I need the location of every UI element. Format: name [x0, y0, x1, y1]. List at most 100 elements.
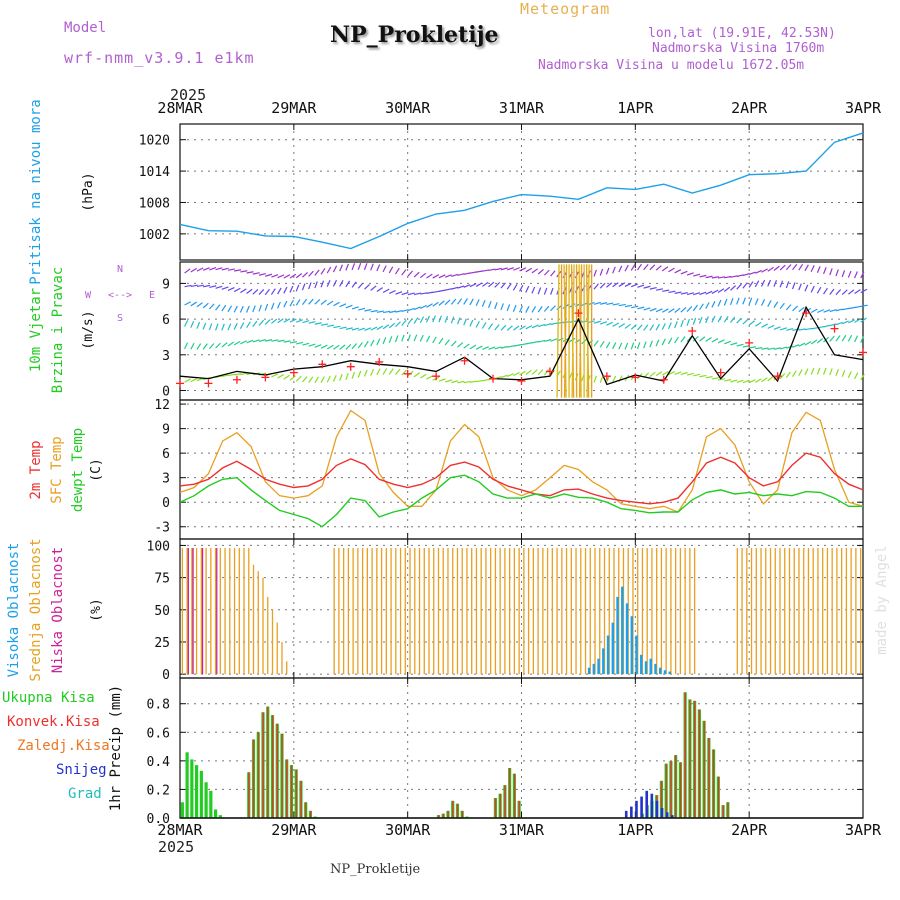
wind-arrow	[277, 374, 284, 379]
wind-arrow	[550, 287, 554, 295]
wind-arrow	[823, 309, 831, 313]
wind-arrow	[494, 324, 500, 331]
wind-arrow	[376, 325, 384, 331]
precip-conv-bar	[447, 810, 449, 818]
wind-arrow	[798, 283, 802, 291]
wind-arrow	[612, 322, 620, 327]
wind-arrow	[618, 323, 626, 328]
wind-arrow	[593, 375, 597, 383]
wind-arrow	[785, 371, 791, 379]
wind-arrow	[816, 286, 822, 294]
wind-arrow	[239, 322, 245, 329]
precip-snow-bar	[624, 810, 628, 818]
wind-arrow	[829, 268, 833, 276]
wind-arrow	[804, 264, 809, 272]
wind-arrow	[407, 270, 414, 277]
wind-arrow	[699, 374, 707, 378]
wind-arrow	[401, 269, 407, 276]
wind-arrow	[643, 285, 651, 289]
wind-arrow	[705, 337, 712, 342]
wind-arrow	[339, 326, 347, 330]
wind-arrow	[686, 272, 694, 276]
wind-arrow	[444, 379, 453, 383]
precip-conv-bar	[452, 800, 454, 818]
y-tick-label: 3	[162, 472, 170, 487]
gust-marker	[716, 368, 725, 377]
wind-arrow	[252, 339, 260, 343]
dewpt-line	[179, 474, 863, 528]
t2m-line	[179, 452, 864, 505]
credit-label: made by Angel	[874, 545, 890, 655]
gust-marker	[802, 309, 811, 318]
wind-arrow	[630, 342, 635, 350]
wind-arrow	[543, 305, 550, 312]
precip-conv-bar	[286, 759, 288, 818]
wind-arrow	[500, 267, 508, 271]
wind-arrow	[636, 324, 643, 331]
wind-arrow	[457, 380, 465, 384]
precip-conv-bar	[281, 733, 283, 818]
wind-arrow	[531, 340, 539, 344]
wind-arrow	[674, 371, 682, 375]
wind-arrow	[215, 267, 223, 271]
wind-arrow	[482, 378, 490, 382]
wind-arrow	[767, 375, 774, 382]
precip-conv-bar	[290, 765, 293, 818]
wind-arrow	[742, 318, 749, 325]
wind-arrow	[513, 344, 521, 347]
wind-arrow	[227, 373, 235, 377]
wind-arrow	[792, 370, 797, 377]
precip-legend-0: Ukupna Kisa	[2, 690, 95, 706]
wind-arrow	[767, 266, 774, 272]
wind-arrow	[469, 344, 477, 350]
wind-arrow	[438, 274, 446, 279]
wind-arrow	[779, 302, 785, 310]
gust-marker	[659, 375, 668, 384]
wind-arrow	[370, 339, 375, 347]
wind-arrow	[184, 319, 189, 327]
precip-conv-bar	[276, 723, 279, 818]
wind-arrow	[593, 301, 601, 305]
wind-arrow	[283, 300, 288, 308]
y-tick-label: 100	[147, 539, 170, 554]
wind-arrow	[271, 274, 279, 278]
model-label: Model	[64, 20, 107, 36]
pressure-ylabel: Pritisak na nivou mora	[28, 99, 44, 284]
wind-arrow	[469, 298, 474, 306]
wind-arrow	[221, 267, 229, 271]
wind-arrow	[190, 284, 198, 287]
wind-arrow	[425, 315, 431, 323]
wind-arrow	[413, 372, 421, 378]
wind-arrow	[630, 324, 637, 330]
wind-arrow	[246, 339, 254, 344]
wind-arrow	[680, 320, 684, 328]
wind-arrow	[600, 302, 608, 305]
wind-arrow	[196, 284, 204, 288]
wind-arrow	[221, 323, 225, 331]
wind-arrow	[636, 263, 642, 271]
wind-arrow	[438, 337, 444, 345]
y-tick-label: 25	[154, 636, 170, 651]
wind-arrow	[475, 345, 483, 350]
wind-arrow	[860, 317, 867, 323]
wind-arrow	[289, 299, 294, 307]
wind-arrow	[345, 343, 352, 350]
wind-arrow	[841, 289, 848, 296]
wind-arrow	[202, 267, 210, 271]
wind-arrow	[301, 298, 308, 306]
wind-arrow	[525, 369, 532, 376]
wind-arrow	[358, 307, 366, 311]
wind-arrow	[804, 341, 812, 346]
wind-arrow	[506, 283, 512, 290]
time-label-top: 2APR	[731, 99, 768, 117]
wind-arrow	[376, 368, 381, 376]
wind-arrow	[674, 291, 682, 294]
wind-arrow	[779, 264, 786, 271]
precip-total-bar	[185, 752, 189, 818]
wind-arrow	[469, 271, 477, 274]
time-label-top: 31MAR	[499, 99, 545, 117]
wind-arrow	[537, 306, 543, 313]
wind-arrow	[506, 325, 513, 331]
wind-arrow	[705, 316, 710, 324]
